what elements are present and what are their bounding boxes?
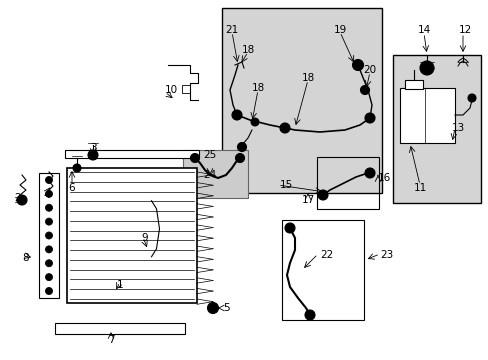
Text: 1: 1 bbox=[117, 280, 123, 290]
Text: 18: 18 bbox=[251, 83, 264, 93]
Bar bbox=[392, 55, 480, 203]
Circle shape bbox=[235, 153, 244, 162]
Circle shape bbox=[45, 274, 52, 281]
Text: 16: 16 bbox=[377, 173, 390, 183]
Circle shape bbox=[237, 143, 246, 152]
Circle shape bbox=[45, 260, 52, 267]
Circle shape bbox=[45, 190, 52, 197]
Circle shape bbox=[207, 302, 218, 314]
Bar bbox=[67, 168, 197, 303]
Circle shape bbox=[364, 168, 374, 178]
Circle shape bbox=[467, 94, 475, 102]
Bar bbox=[282, 220, 363, 320]
Bar bbox=[55, 323, 184, 334]
Text: 15: 15 bbox=[280, 180, 293, 190]
Bar bbox=[39, 173, 59, 298]
Text: 24: 24 bbox=[203, 170, 216, 180]
Text: 14: 14 bbox=[417, 25, 430, 35]
Text: 18: 18 bbox=[301, 73, 314, 83]
Text: 23: 23 bbox=[379, 250, 392, 260]
Text: 10: 10 bbox=[164, 85, 178, 95]
Circle shape bbox=[73, 164, 81, 172]
Text: 7: 7 bbox=[107, 335, 114, 345]
Circle shape bbox=[190, 153, 199, 162]
Bar bbox=[65, 150, 199, 158]
Circle shape bbox=[45, 288, 52, 294]
Text: 3: 3 bbox=[89, 143, 96, 153]
Text: 22: 22 bbox=[319, 250, 332, 260]
Bar bbox=[399, 88, 454, 143]
Circle shape bbox=[210, 306, 215, 310]
Text: 20: 20 bbox=[363, 65, 376, 75]
Circle shape bbox=[285, 223, 294, 233]
Text: 11: 11 bbox=[412, 183, 426, 193]
Circle shape bbox=[360, 86, 369, 95]
Text: 17: 17 bbox=[301, 195, 314, 205]
Text: 18: 18 bbox=[241, 45, 254, 55]
Circle shape bbox=[250, 118, 259, 126]
Circle shape bbox=[280, 123, 289, 133]
Text: 12: 12 bbox=[457, 25, 470, 35]
Text: 4: 4 bbox=[43, 190, 50, 200]
Text: 6: 6 bbox=[68, 183, 75, 193]
Circle shape bbox=[419, 61, 433, 75]
Text: 9: 9 bbox=[142, 233, 148, 243]
Text: 13: 13 bbox=[450, 123, 464, 133]
Circle shape bbox=[231, 110, 242, 120]
Bar bbox=[404, 80, 422, 89]
Text: 8: 8 bbox=[22, 253, 29, 263]
Text: 5: 5 bbox=[223, 303, 229, 313]
Bar bbox=[222, 8, 381, 193]
Bar bbox=[183, 150, 247, 198]
Circle shape bbox=[45, 246, 52, 253]
Circle shape bbox=[352, 59, 363, 71]
Circle shape bbox=[305, 310, 314, 320]
Circle shape bbox=[88, 150, 98, 160]
Circle shape bbox=[317, 190, 327, 200]
Text: 25: 25 bbox=[203, 150, 216, 160]
Text: 21: 21 bbox=[225, 25, 238, 35]
Text: 2: 2 bbox=[15, 193, 21, 203]
Circle shape bbox=[45, 176, 52, 184]
Bar bbox=[316, 157, 378, 209]
Text: 19: 19 bbox=[333, 25, 346, 35]
Circle shape bbox=[45, 204, 52, 211]
Circle shape bbox=[45, 232, 52, 239]
Circle shape bbox=[45, 218, 52, 225]
Circle shape bbox=[17, 195, 27, 205]
Circle shape bbox=[364, 113, 374, 123]
